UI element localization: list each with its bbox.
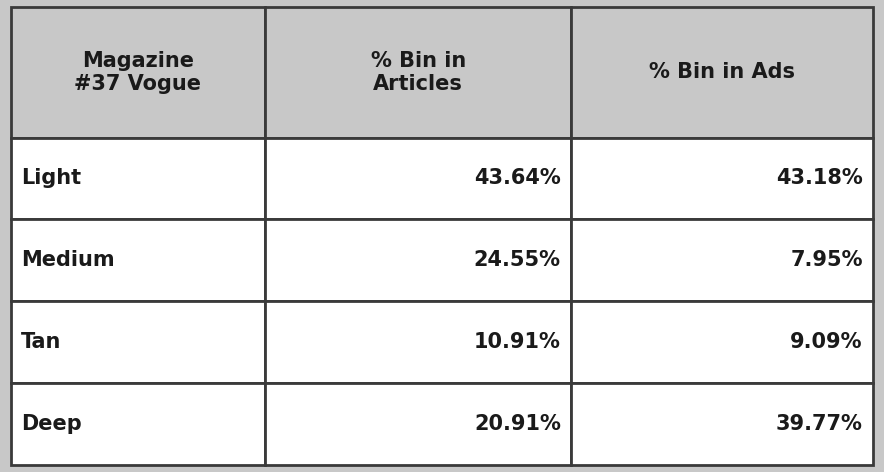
Bar — [11, 301, 265, 383]
Text: 10.91%: 10.91% — [474, 332, 560, 352]
Text: % Bin in Ads: % Bin in Ads — [650, 62, 796, 82]
Text: Magazine
#37 Vogue: Magazine #37 Vogue — [74, 51, 202, 94]
Text: Tan: Tan — [21, 332, 62, 352]
Text: 9.09%: 9.09% — [790, 332, 863, 352]
Text: Deep: Deep — [21, 414, 82, 434]
Text: Light: Light — [21, 169, 81, 188]
Bar — [11, 7, 265, 137]
Bar — [571, 219, 873, 301]
Bar — [571, 383, 873, 465]
Bar — [11, 137, 265, 219]
Bar — [11, 383, 265, 465]
Text: Medium: Medium — [21, 250, 115, 270]
Text: 20.91%: 20.91% — [474, 414, 560, 434]
Text: 24.55%: 24.55% — [474, 250, 560, 270]
Bar — [265, 383, 571, 465]
Text: 43.64%: 43.64% — [474, 169, 560, 188]
Text: 39.77%: 39.77% — [776, 414, 863, 434]
Bar — [571, 137, 873, 219]
Text: 43.18%: 43.18% — [776, 169, 863, 188]
Bar — [571, 301, 873, 383]
Bar — [265, 7, 571, 137]
Text: % Bin in
Articles: % Bin in Articles — [370, 51, 466, 94]
Bar — [265, 219, 571, 301]
Bar — [571, 7, 873, 137]
Text: 7.95%: 7.95% — [790, 250, 863, 270]
Bar — [265, 301, 571, 383]
Bar — [265, 137, 571, 219]
Bar — [11, 219, 265, 301]
